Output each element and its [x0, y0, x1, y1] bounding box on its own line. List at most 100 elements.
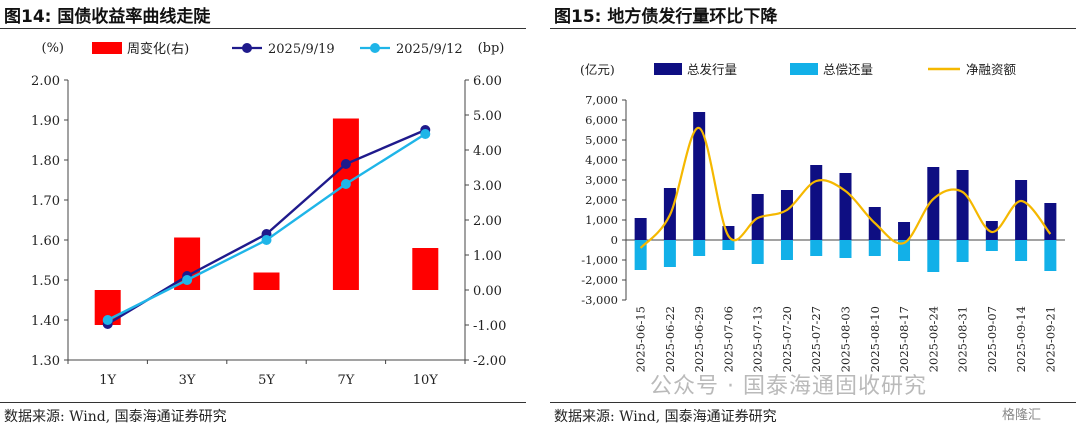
- x-tick-label: 2025-09-07: [985, 306, 999, 372]
- issuance-bar: [810, 165, 823, 240]
- left-top-rule: [0, 28, 526, 29]
- y-tick-label: 0: [611, 233, 618, 247]
- x-tick-label: 2025-06-22: [663, 306, 677, 372]
- issuance-bar: [927, 167, 940, 240]
- x-tick-label: 2025-09-21: [1043, 306, 1057, 372]
- left-y-tick-label: 2.00: [31, 74, 60, 89]
- yield-point-1: [182, 275, 193, 285]
- left-y-tick-label: 1.60: [31, 234, 60, 249]
- left-figure: 图14: 国债收益率曲线走陡 1.30 1.40 1.50 1.60 1.70 1.80 1…: [0, 0, 530, 430]
- change-bar: [332, 118, 359, 290]
- x-tick-label: 2025-06-29: [692, 306, 706, 372]
- repayment-bar: [634, 240, 647, 270]
- legend-swatch-repayment: [790, 63, 818, 75]
- left-y-unit-label: (%): [42, 41, 65, 56]
- repayment-bar: [1044, 240, 1057, 271]
- right-y-tick-label: -1.00: [473, 319, 506, 334]
- legend-label-line-1: 2025/9/12: [396, 42, 463, 57]
- x-tick-label: 2025-08-10: [868, 306, 882, 372]
- issuance-bar: [634, 218, 647, 240]
- right-figure-title: 图15: 地方债发行量环比下降: [554, 7, 778, 27]
- x-tick-label: 2025-07-06: [721, 306, 735, 372]
- yield-point-0: [340, 159, 351, 169]
- change-bar: [253, 272, 280, 290]
- net-financing-line: [639, 126, 1052, 249]
- legend-swatch-issuance: [654, 63, 682, 75]
- issuance-bar: [780, 190, 793, 240]
- issuance-bar: [898, 222, 911, 240]
- y-unit-label: (亿元): [580, 62, 615, 77]
- x-tick-label: 2025-09-14: [1014, 306, 1028, 372]
- repayment-bar: [722, 240, 735, 250]
- repayment-bar: [985, 240, 998, 251]
- left-y-tick-label: 1.50: [31, 274, 60, 289]
- y-tick-label: 5,000: [585, 133, 618, 147]
- repayment-bar: [751, 240, 764, 264]
- repayment-bar: [810, 240, 823, 256]
- issuance-bar: [956, 170, 969, 240]
- repayment-bar: [663, 240, 676, 267]
- legend-label-issuance: 总发行量: [687, 62, 737, 77]
- yield-curve-chart: 1.30 1.40 1.50 1.60 1.70 1.80 1.90 2.00 -2.00 -1.…: [31, 41, 506, 388]
- left-y-tick-label: 1.40: [31, 314, 60, 329]
- right-y-tick-label: 4.00: [473, 144, 502, 159]
- change-bar: [412, 248, 439, 290]
- issuance-bar: [839, 173, 852, 240]
- legend-label-net: 净融资额: [966, 62, 1017, 77]
- repayment-bar: [839, 240, 852, 258]
- right-y-tick-label: 5.00: [473, 109, 502, 124]
- y-tick-label: 6,000: [585, 113, 618, 127]
- repayment-bar: [1015, 240, 1028, 261]
- left-y-tick-label: 1.30: [31, 354, 60, 369]
- x-tick-label: 3Y: [179, 373, 196, 388]
- repayment-bar: [956, 240, 969, 262]
- repayment-bar: [868, 240, 881, 256]
- x-tick-label: 2025-07-13: [751, 306, 765, 372]
- x-tick-label: 2025-08-31: [956, 306, 970, 372]
- yield-point-1: [261, 235, 272, 245]
- right-y-tick-label: 1.00: [473, 249, 502, 264]
- x-tick-label: 2025-07-27: [809, 306, 823, 372]
- legend-swatch-marker-1: [370, 43, 380, 53]
- right-y-tick-label: 2.00: [473, 214, 502, 229]
- right-y-tick-label: 3.00: [473, 179, 502, 194]
- right-figure: 图15: 地方债发行量环比下降 -3,000 -2,000 -1,000 0 1,000…: [550, 0, 1080, 430]
- y-tick-label: -2,000: [581, 273, 618, 287]
- legend-label-bar: 周变化(右): [127, 41, 189, 57]
- legend-label-line-0: 2025/9/19: [268, 42, 335, 57]
- x-tick-label: 10Y: [413, 373, 439, 388]
- repayment-bar: [927, 240, 940, 272]
- right-y-tick-label: 0.00: [473, 284, 502, 299]
- x-tick-label: 2025-08-24: [926, 306, 940, 372]
- right-y-unit-label: (bp): [478, 41, 505, 56]
- left-figure-title: 图14: 国债收益率曲线走陡: [4, 7, 211, 27]
- right-source-note: 数据来源: Wind, 国泰海通证券研究: [554, 409, 777, 425]
- x-tick-label: 1Y: [99, 373, 116, 388]
- legend-label-repayment: 总偿还量: [823, 62, 873, 77]
- issuance-bar: [985, 221, 998, 240]
- y-tick-label: 3,000: [585, 173, 618, 187]
- yield-point-1: [420, 129, 431, 139]
- repayment-bar: [898, 240, 911, 261]
- right-y-tick-label: -2.00: [473, 354, 506, 369]
- watermark: 公众号 · 国泰海通固收研究: [650, 374, 927, 399]
- y-tick-label: 4,000: [585, 153, 618, 167]
- x-tick-label: 2025-06-15: [634, 306, 648, 372]
- y-tick-label: 1,000: [585, 213, 618, 227]
- x-tick-label: 2025-08-03: [839, 306, 853, 372]
- issuance-bar: [693, 112, 706, 240]
- issuance-bar: [1015, 180, 1028, 240]
- left-source-note: 数据来源: Wind, 国泰海通证券研究: [4, 409, 227, 425]
- x-tick-label: 2025-08-17: [897, 306, 911, 372]
- legend-swatch-marker-0: [242, 43, 252, 53]
- left-y-tick-label: 1.80: [31, 154, 60, 169]
- right-y-tick-label: 6.00: [473, 74, 502, 89]
- yield-line-1: [107, 132, 426, 322]
- left-bottom-rule: [0, 402, 526, 403]
- legend-swatch-bar: [92, 42, 122, 54]
- y-tick-label: -1,000: [581, 253, 618, 267]
- left-y-tick-label: 1.70: [31, 194, 60, 209]
- x-tick-label: 7Y: [337, 373, 354, 388]
- local-bond-issuance-chart: -3,000 -2,000 -1,000 0 1,000 2,000 3,000 4,000 5…: [580, 62, 1065, 372]
- y-tick-label: 2,000: [585, 193, 618, 207]
